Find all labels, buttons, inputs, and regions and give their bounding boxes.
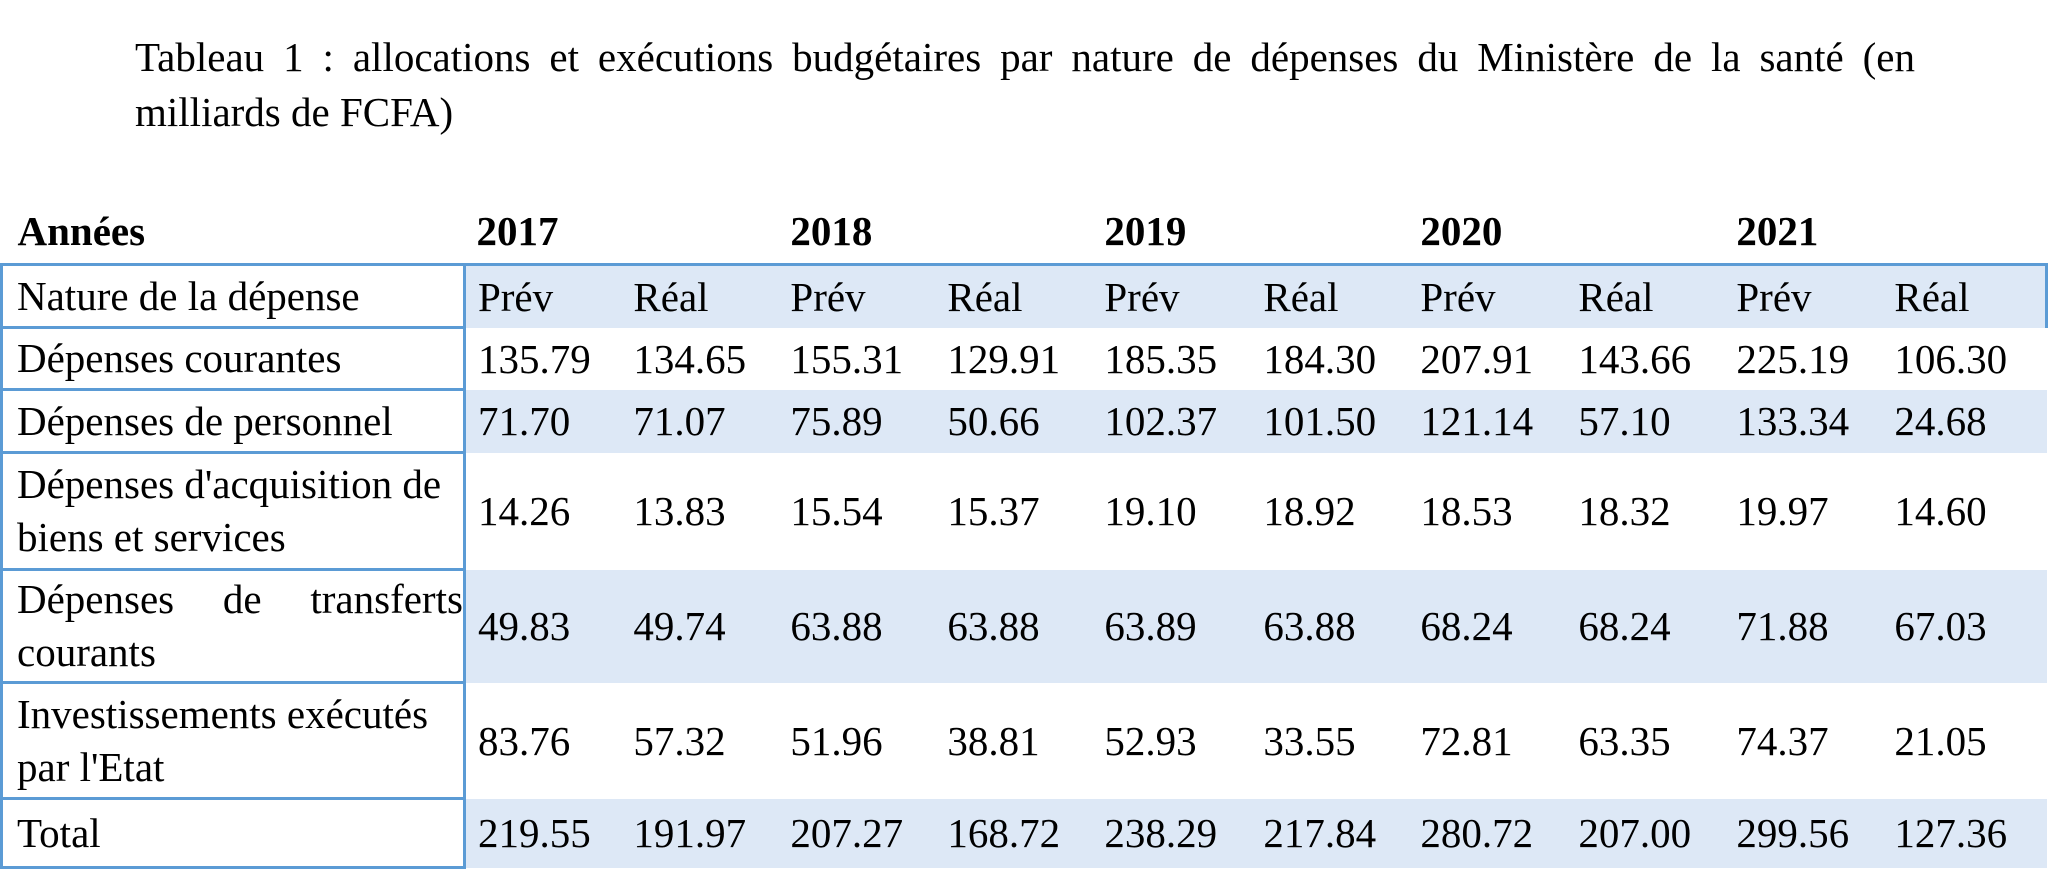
table-cell: 38.81 — [947, 717, 1040, 764]
year-2021: 2021 — [1736, 207, 1819, 254]
subheader-row: Nature de la dépense Prév Réal Prév Réal… — [0, 263, 2048, 329]
budget-table: Années 2017 2018 2019 2020 2021 Nature d… — [0, 198, 2048, 869]
table-cell: 49.74 — [621, 569, 779, 683]
table-cell: 238.29 — [1092, 798, 1252, 868]
row-label: Dépenses de personnel — [0, 388, 466, 454]
subheader-cell: Réal — [935, 263, 1093, 328]
table-cell: 57.10 — [1566, 389, 1725, 453]
table-cell: 52.93 — [1104, 717, 1197, 764]
row-label: Dépenses de transferts courants — [0, 568, 466, 684]
table-cell: 74.37 — [1736, 717, 1829, 764]
table-cell: 21.05 — [1894, 717, 1987, 764]
table-row: Dépenses de personnel 71.70 71.07 75.89 … — [0, 388, 2047, 454]
subheader-cell: Réal — [1882, 263, 2048, 328]
table-cell: 50.66 — [935, 389, 1093, 453]
table-row: Dépenses de transferts courants 49.83 49… — [0, 568, 2047, 684]
table-cell: 280.72 — [1408, 798, 1567, 868]
table-cell: 18.32 — [1578, 488, 1671, 534]
table-cell: 63.35 — [1578, 717, 1671, 764]
table-cell: 217.84 — [1251, 798, 1409, 868]
table-cell: 207.00 — [1566, 798, 1725, 868]
table-cell: 207.91 — [1420, 335, 1534, 382]
table-cell: 14.60 — [1894, 488, 1987, 534]
table-cell: 13.83 — [633, 488, 726, 534]
table-cell: 106.30 — [1894, 335, 2008, 382]
table-cell: 33.55 — [1263, 717, 1356, 764]
subheader-cell: Réal — [621, 263, 779, 328]
table-cell: 63.89 — [1092, 569, 1252, 683]
year-2018: 2018 — [790, 207, 873, 254]
table-cell: 63.88 — [778, 569, 936, 683]
table-cell: 71.70 — [464, 389, 622, 453]
table-row-total: Total 219.55 191.97 207.27 168.72 238.29… — [0, 797, 2047, 869]
table-cell: 14.26 — [477, 488, 571, 534]
table-cell: 133.34 — [1724, 389, 1883, 453]
table-cell: 18.53 — [1420, 488, 1513, 534]
year-header-row: Années 2017 2018 2019 2020 2021 — [2, 198, 2047, 265]
table-cell: 71.88 — [1724, 569, 1883, 683]
table-cell: 68.24 — [1408, 569, 1567, 683]
table-cell: 207.27 — [778, 798, 936, 868]
table-cell: 75.89 — [778, 389, 936, 453]
table-cell: 19.97 — [1736, 488, 1829, 534]
table-cell: 15.37 — [947, 488, 1040, 534]
table-cell: 299.56 — [1724, 798, 1883, 868]
nature-label: Nature de la dépense — [0, 263, 466, 329]
table-cell: 102.37 — [1092, 389, 1252, 453]
table-cell: 121.14 — [1408, 389, 1567, 453]
table-cell: 225.19 — [1736, 335, 1850, 382]
table-cell: 134.65 — [633, 335, 747, 382]
subheader-cell: Réal — [1251, 263, 1409, 328]
year-2017: 2017 — [476, 207, 559, 254]
subheader-cell: Prév — [778, 263, 936, 328]
subheader-cell: Prév — [1092, 263, 1252, 328]
subheader-cell: Prév — [464, 263, 622, 328]
table-row: Dépenses courantes 135.79 134.65 155.31 … — [0, 326, 2047, 391]
table-cell: 83.76 — [477, 717, 571, 764]
table-cell: 135.79 — [477, 335, 591, 382]
row-label: Dépenses d'acquisition de biens et servi… — [0, 451, 466, 571]
table-cell: 57.32 — [633, 717, 726, 764]
table-cell: 219.55 — [464, 798, 622, 868]
table-cell: 184.30 — [1263, 335, 1377, 382]
table-cell: 24.68 — [1882, 389, 2047, 453]
table-cell: 155.31 — [790, 335, 904, 382]
table-cell: 15.54 — [790, 488, 883, 534]
table-caption: Tableau 1 : allocations et exécutions bu… — [135, 34, 1915, 135]
table-cell: 19.10 — [1104, 488, 1197, 534]
table-cell: 49.83 — [464, 569, 622, 683]
table-cell: 168.72 — [935, 798, 1093, 868]
table-cell: 51.96 — [790, 717, 883, 764]
row-label: Total — [0, 797, 466, 869]
year-2019: 2019 — [1104, 207, 1187, 254]
table-cell: 71.07 — [621, 389, 779, 453]
table-cell: 72.81 — [1420, 717, 1513, 764]
table-cell: 185.35 — [1104, 335, 1218, 382]
table-row: Dépenses d'acquisition de biens et servi… — [0, 451, 2047, 571]
row-label: Dépenses courantes — [0, 326, 466, 391]
subheader-cell: Prév — [1408, 263, 1567, 328]
row-label: Investissements exécutés par l'Etat — [0, 681, 466, 800]
table-row: Investissements exécutés par l'Etat 83.7… — [0, 681, 2047, 800]
table-cell: 68.24 — [1566, 569, 1725, 683]
table-cell: 63.88 — [1251, 569, 1409, 683]
table-cell: 143.66 — [1578, 335, 1692, 382]
table-cell: 129.91 — [947, 335, 1061, 382]
year-2020: 2020 — [1420, 207, 1503, 254]
table-cell: 18.92 — [1263, 488, 1356, 534]
table-cell: 101.50 — [1251, 389, 1409, 453]
subheader-cell: Prév — [1724, 263, 1883, 328]
table-cell: 67.03 — [1882, 569, 2047, 683]
subheader-cell: Réal — [1566, 263, 1725, 328]
years-label: Années — [17, 207, 146, 254]
table-cell: 63.88 — [935, 569, 1093, 683]
table-cell: 191.97 — [621, 798, 779, 868]
table-cell: 127.36 — [1882, 798, 2047, 868]
